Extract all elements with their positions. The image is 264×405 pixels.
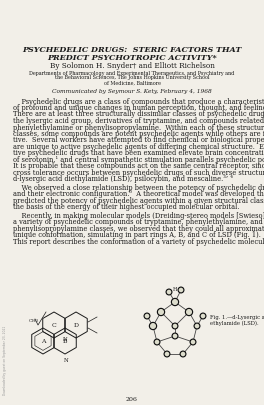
Text: It is probable that these compounds act on the same central receptor, since: It is probable that these compounds act … bbox=[13, 162, 264, 170]
Text: the basis of the energy of their highest occupied molecular orbital.: the basis of the energy of their highest… bbox=[13, 203, 239, 211]
Circle shape bbox=[155, 341, 159, 344]
Circle shape bbox=[173, 335, 177, 338]
Text: classes, some compounds are potent psychedelic agents while others are ineffec-: classes, some compounds are potent psych… bbox=[13, 130, 264, 138]
Circle shape bbox=[144, 313, 150, 319]
Circle shape bbox=[154, 339, 160, 345]
Circle shape bbox=[194, 324, 200, 329]
Circle shape bbox=[166, 352, 169, 356]
Text: PSYCHEDELIC DRUGS:  STERIC FACTORS THAT: PSYCHEDELIC DRUGS: STERIC FACTORS THAT bbox=[22, 46, 242, 54]
Circle shape bbox=[187, 310, 191, 315]
Circle shape bbox=[166, 290, 172, 295]
Circle shape bbox=[145, 315, 149, 318]
Text: PREDICT PSYCHOTROPIC ACTIVITY*: PREDICT PSYCHOTROPIC ACTIVITY* bbox=[47, 53, 217, 61]
Circle shape bbox=[149, 323, 157, 330]
Circle shape bbox=[164, 351, 170, 357]
Text: Departments of Pharmacology and Experimental Therapeutics, and Psychiatry and: Departments of Pharmacology and Experime… bbox=[29, 70, 235, 75]
Circle shape bbox=[159, 310, 163, 315]
Circle shape bbox=[173, 324, 177, 328]
Text: ethylamide (LSD).: ethylamide (LSD). bbox=[210, 320, 259, 326]
Circle shape bbox=[195, 324, 199, 328]
Text: tive.  Several workers have attempted to find chemical or biological properties : tive. Several workers have attempted to … bbox=[13, 136, 264, 144]
Circle shape bbox=[180, 289, 183, 292]
Circle shape bbox=[172, 324, 178, 329]
Circle shape bbox=[180, 351, 186, 357]
Text: predicted the potency of psychedelic agents within a given structural class on: predicted the potency of psychedelic age… bbox=[13, 196, 264, 205]
Text: H: H bbox=[173, 286, 177, 291]
Circle shape bbox=[172, 333, 178, 339]
Circle shape bbox=[178, 288, 184, 293]
Text: B: B bbox=[63, 339, 67, 344]
Text: and their electronic configuration.⁵  A theoretical model was developed that: and their electronic configuration.⁵ A t… bbox=[13, 190, 264, 198]
Text: 206: 206 bbox=[126, 396, 138, 401]
Circle shape bbox=[186, 309, 192, 316]
Text: unique conformation, simulating in part rings A, B, and C of LSD (Fig. 1).: unique conformation, simulating in part … bbox=[13, 231, 261, 239]
Circle shape bbox=[181, 352, 185, 356]
Text: Recently, in making molecular models (Dreiding-stereo models [Swieso]) of: Recently, in making molecular models (Dr… bbox=[13, 211, 264, 220]
Text: We observed a close relationship between the potency of psychedelic drugs: We observed a close relationship between… bbox=[13, 183, 264, 192]
Text: By Solomon H. Snyder† and Elliott Richelson: By Solomon H. Snyder† and Elliott Richel… bbox=[50, 62, 214, 70]
Text: This report describes the conformation of a variety of psychedelic molecules,: This report describes the conformation o… bbox=[13, 237, 264, 245]
Text: the lysergic acid group, derivatives of tryptamine, and compounds related to: the lysergic acid group, derivatives of … bbox=[13, 117, 264, 125]
Text: Fig. 1.—d-Lysergic acid di-: Fig. 1.—d-Lysergic acid di- bbox=[210, 314, 264, 319]
Text: D: D bbox=[73, 323, 78, 328]
Circle shape bbox=[191, 341, 195, 344]
Circle shape bbox=[172, 299, 178, 306]
Circle shape bbox=[173, 300, 177, 305]
Circle shape bbox=[200, 313, 206, 319]
Text: phenylethylamine or phenylisopropylamine.  Within each of these structural: phenylethylamine or phenylisopropylamine… bbox=[13, 123, 264, 131]
Circle shape bbox=[190, 339, 196, 345]
Text: Psychedelic drugs are a class of compounds that produce a characteristic set: Psychedelic drugs are a class of compoun… bbox=[13, 97, 264, 105]
Text: cross tolerance occurs between psychedelic drugs of such diverse structures as: cross tolerance occurs between psychedel… bbox=[13, 168, 264, 177]
Text: A: A bbox=[41, 339, 45, 344]
Text: of serotonin,¹ and central sympathetic stimulation parallels psychedelic potency: of serotonin,¹ and central sympathetic s… bbox=[13, 156, 264, 164]
Text: C: C bbox=[52, 323, 56, 328]
Text: phenylisopropylamine classes, we observed that they could all approximate a: phenylisopropylamine classes, we observe… bbox=[13, 224, 264, 232]
Text: N: N bbox=[64, 357, 68, 362]
Text: N: N bbox=[63, 336, 67, 341]
Circle shape bbox=[201, 315, 205, 318]
Text: are unique to active psychedelic agents of differing chemical structure.  Effec-: are unique to active psychedelic agents … bbox=[13, 143, 264, 151]
Text: There are at least three structurally dissimilar classes of psychedelic drugs:: There are at least three structurally di… bbox=[13, 110, 264, 118]
Circle shape bbox=[158, 309, 164, 316]
Text: of profound and unique changes in human perception, thought, and feeling.: of profound and unique changes in human … bbox=[13, 104, 264, 112]
Text: a variety of psychedelic compounds of tryptamine, phenylethylamine, and: a variety of psychedelic compounds of tr… bbox=[13, 218, 263, 226]
Text: of Medicine, Baltimore: of Medicine, Baltimore bbox=[103, 80, 161, 85]
Text: d-lysergic acid diethylamide (LSD), psilocybin, and mescaline.³’ ⁴: d-lysergic acid diethylamide (LSD), psil… bbox=[13, 175, 233, 183]
Circle shape bbox=[151, 324, 155, 328]
Text: the Behavioral Sciences, The Johns Hopkins University School: the Behavioral Sciences, The Johns Hopki… bbox=[55, 75, 209, 80]
Text: CH$_3$: CH$_3$ bbox=[27, 316, 39, 324]
Circle shape bbox=[167, 291, 171, 294]
Text: Communicated by Seymour S. Kety, February 4, 1968: Communicated by Seymour S. Kety, Februar… bbox=[52, 88, 212, 93]
Text: tive psychedelic drugs that have been examined elevate brain concentrations: tive psychedelic drugs that have been ex… bbox=[13, 149, 264, 157]
Text: Downloaded by guest on September 23, 2021: Downloaded by guest on September 23, 202… bbox=[3, 325, 7, 394]
